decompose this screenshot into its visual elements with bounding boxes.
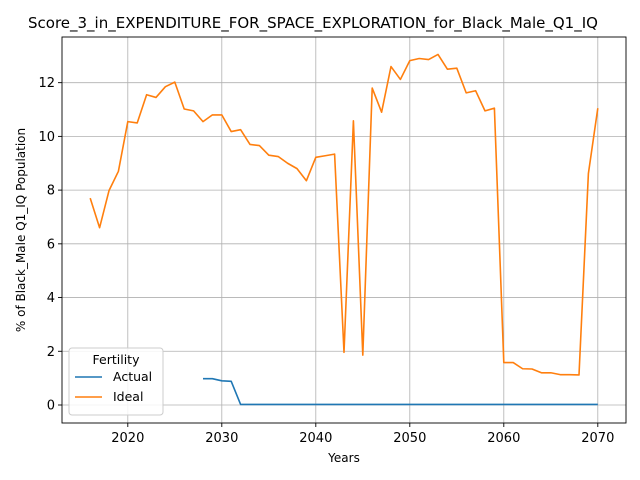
y-axis-title: % of Black_Male Q1_IQ Population — [14, 128, 28, 332]
legend-entries: Actual Ideal — [75, 369, 152, 404]
y-tick-label: 10 — [38, 130, 55, 145]
chart-title: Score_3_in_EXPENDITURE_FOR_SPACE_EXPLORA… — [28, 14, 598, 33]
x-axis-ticks: 2020 2030 2040 2050 2060 2070 — [111, 423, 614, 446]
series-line-actual — [203, 377, 598, 406]
legend-label-ideal: Ideal — [113, 389, 143, 404]
grid-lines — [62, 37, 626, 423]
plot-frame — [61, 36, 627, 424]
y-tick-label: 2 — [47, 345, 55, 360]
legend-label-actual: Actual — [113, 369, 152, 384]
x-tick-label: 2030 — [205, 431, 238, 446]
y-axis-ticks: 0 2 4 6 8 10 12 — [38, 76, 62, 414]
series-line-ideal — [89, 53, 599, 376]
y-tick-label: 12 — [38, 76, 55, 91]
x-tick-label: 2070 — [581, 431, 614, 446]
x-tick-label: 2050 — [393, 431, 426, 446]
series-layer — [89, 53, 599, 406]
x-tick-label: 2040 — [299, 431, 332, 446]
x-tick-label: 2020 — [111, 431, 144, 446]
legend-title: Fertility — [93, 352, 141, 367]
y-tick-label: 6 — [47, 237, 55, 252]
y-tick-label: 0 — [47, 399, 55, 414]
x-tick-label: 2060 — [487, 431, 520, 446]
legend: Fertility Actual Ideal — [68, 347, 164, 416]
y-tick-label: 8 — [47, 184, 55, 199]
x-axis-title: Years — [327, 451, 360, 465]
legend-box — [68, 347, 164, 416]
y-tick-label: 4 — [47, 291, 55, 306]
